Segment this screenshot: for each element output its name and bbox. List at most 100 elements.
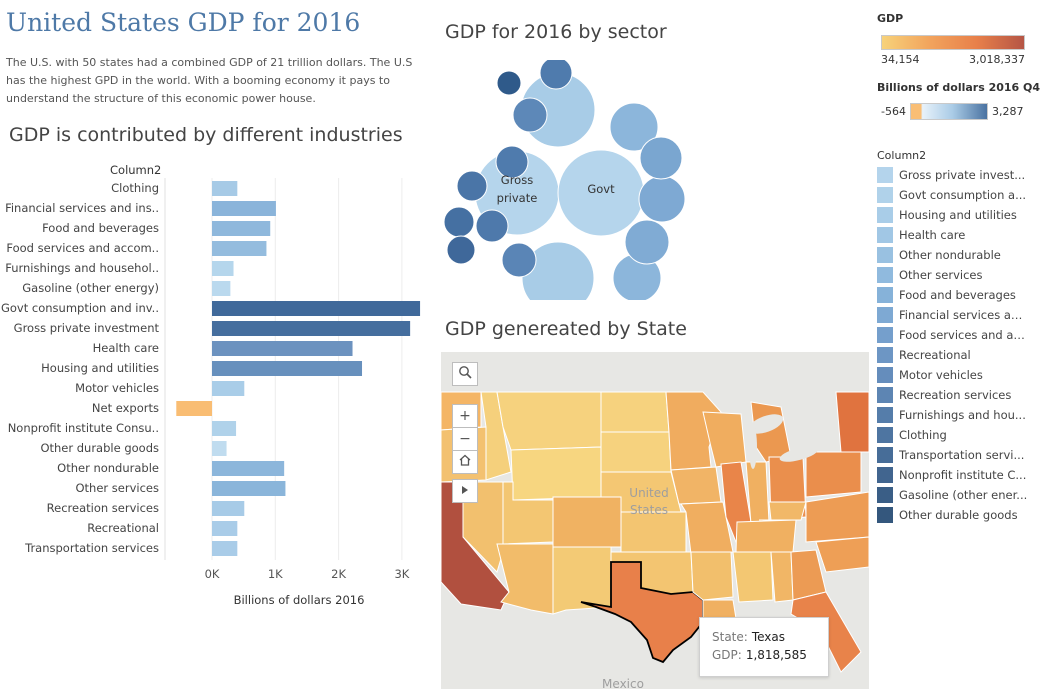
state-pennsylvania[interactable] <box>805 451 862 498</box>
map-label-states: States <box>630 503 668 517</box>
gdp-color-gradient <box>881 35 1025 50</box>
home-icon <box>459 454 471 470</box>
bar-category-label: Recreational <box>87 521 159 535</box>
bar-mark[interactable] <box>212 321 411 336</box>
bubble-mark[interactable] <box>475 209 509 243</box>
bar-mark[interactable] <box>212 241 267 256</box>
bar-mark[interactable] <box>212 281 231 296</box>
bar-category-label: Health care <box>93 341 159 355</box>
bar-mark[interactable] <box>212 521 238 536</box>
map-canvas[interactable]: United States Mexico <box>441 352 869 689</box>
legend-item[interactable]: Health care <box>877 225 1037 245</box>
state-montana[interactable] <box>496 391 602 451</box>
state-nevada[interactable] <box>462 481 504 573</box>
bubble-mark[interactable] <box>501 242 537 278</box>
map-home-button[interactable] <box>452 450 478 474</box>
state-north-carolina[interactable] <box>815 536 869 573</box>
legend-item-label: Gross private invest... <box>899 168 1026 182</box>
legend-item-label: Health care <box>899 228 966 242</box>
map-expand-button[interactable] <box>452 479 478 503</box>
legend-item[interactable]: Financial services an... <box>877 305 1037 325</box>
bar-category-label: Nonprofit institute Consu.. <box>8 421 159 435</box>
legend-item[interactable]: Recreation services <box>877 385 1037 405</box>
state-arkansas[interactable] <box>690 551 734 601</box>
legend-item[interactable]: Govt consumption a... <box>877 185 1037 205</box>
legend-item[interactable]: Food services and ac... <box>877 325 1037 345</box>
bar-mark[interactable] <box>212 201 276 216</box>
state-alabama[interactable] <box>770 551 794 603</box>
legend-item[interactable]: Motor vehicles <box>877 365 1037 385</box>
legend-swatch <box>877 307 893 323</box>
legend-item[interactable]: Other nondurable <box>877 245 1037 265</box>
bar-mark[interactable] <box>212 221 271 236</box>
bubble-mark[interactable] <box>624 219 670 265</box>
state-minnesota[interactable] <box>665 391 722 471</box>
bar-category-label: Net exports <box>92 401 159 415</box>
legend-item-label: Other services <box>899 268 983 282</box>
bar-mark[interactable] <box>212 261 234 276</box>
legend-swatch <box>877 247 893 263</box>
legend-item[interactable]: Food and beverages <box>877 285 1037 305</box>
state-arizona[interactable] <box>496 543 554 615</box>
bar-mark[interactable] <box>212 501 245 516</box>
bar-mark[interactable] <box>212 341 353 356</box>
plus-icon: + <box>459 408 471 424</box>
state-texas[interactable] <box>580 561 704 664</box>
state-kansas[interactable] <box>620 511 687 553</box>
bar-mark[interactable] <box>212 461 285 476</box>
map-zoom-out-button[interactable]: − <box>452 427 478 451</box>
legend-swatch <box>877 187 893 203</box>
minus-icon: − <box>459 431 471 447</box>
bar-mark[interactable] <box>176 401 212 416</box>
legend-item[interactable]: Clothing <box>877 425 1037 445</box>
state-virginia[interactable] <box>805 491 869 543</box>
bar-mark[interactable] <box>212 301 421 316</box>
bubble-mark[interactable] <box>639 136 683 180</box>
bubble-mark[interactable] <box>456 170 488 202</box>
bubble-mark[interactable] <box>446 235 476 265</box>
state-map[interactable]: United States Mexico + − <box>441 352 869 689</box>
legend-item-label: Nonprofit institute C... <box>899 468 1027 482</box>
map-search-button[interactable] <box>452 362 478 386</box>
bar-mark[interactable] <box>212 441 227 456</box>
bubble-mark[interactable] <box>495 145 529 179</box>
bubble-mark[interactable] <box>539 60 573 90</box>
bubble-mark[interactable] <box>443 206 475 238</box>
bubble-mark[interactable] <box>521 241 595 300</box>
bubble-mark[interactable] <box>496 70 522 96</box>
state-north-dakota[interactable] <box>600 391 670 433</box>
state-south-dakota[interactable] <box>600 431 672 473</box>
bar-mark[interactable] <box>212 361 363 376</box>
legend-item[interactable]: Gross private invest... <box>877 165 1037 185</box>
state-iowa[interactable] <box>670 466 722 505</box>
legend-item[interactable]: Gasoline (other ener... <box>877 485 1037 505</box>
bar-mark[interactable] <box>212 421 237 436</box>
legend-item[interactable]: Transportation servi... <box>877 445 1037 465</box>
legend-item[interactable]: Other services <box>877 265 1037 285</box>
legend-item[interactable]: Recreational <box>877 345 1037 365</box>
bar-mark[interactable] <box>212 481 286 496</box>
legend-item[interactable]: Housing and utilities <box>877 205 1037 225</box>
state-mississippi[interactable] <box>732 551 774 603</box>
legend-item[interactable]: Furnishings and hou... <box>877 405 1037 425</box>
map-zoom-in-button[interactable]: + <box>452 404 478 428</box>
state-colorado[interactable] <box>552 496 622 548</box>
bubble-mark[interactable] <box>638 175 686 223</box>
state-new-mexico[interactable] <box>552 546 612 615</box>
state-kentucky[interactable] <box>759 501 807 521</box>
bar-mark[interactable] <box>212 541 238 556</box>
state-new-york[interactable] <box>835 391 869 453</box>
category-legend: Gross private invest... Govt consumption … <box>877 165 1037 525</box>
bar-category-label: Other services <box>76 481 160 495</box>
bar-category-label: Gross private investment <box>14 321 160 335</box>
legend-item[interactable]: Other durable goods <box>877 505 1037 525</box>
bubble-mark[interactable] <box>512 97 548 133</box>
legend-swatch <box>877 167 893 183</box>
state-tennessee[interactable] <box>735 519 797 553</box>
bar-mark[interactable] <box>212 381 245 396</box>
tooltip-gdp-value: 1,818,585 <box>745 648 807 662</box>
bar-mark[interactable] <box>212 181 238 196</box>
legend-item[interactable]: Nonprofit institute C... <box>877 465 1037 485</box>
bubble-mark[interactable] <box>609 102 659 152</box>
state-wyoming[interactable] <box>510 446 602 501</box>
